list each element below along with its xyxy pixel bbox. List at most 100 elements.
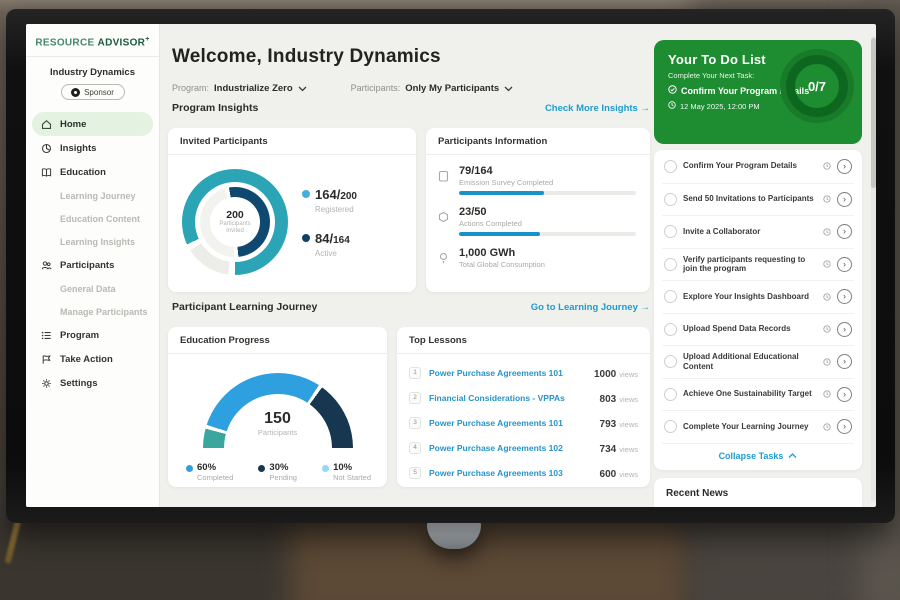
stat-progress-fill (459, 191, 545, 195)
rank-badge: 3 (409, 416, 421, 429)
lesson-row: 1 Power Purchase Agreements 101 1000 view… (409, 360, 638, 385)
todo-checkbox[interactable] (664, 159, 677, 173)
chevron-down-icon (504, 79, 513, 97)
chevron-right-button[interactable]: › (837, 321, 852, 337)
invited-donut-chart: 200 Participants Invited (182, 169, 288, 275)
invited-participants-card: Invited Participants 200 Participants Inv… (168, 128, 416, 292)
todo-checkbox[interactable] (664, 420, 677, 434)
check-circle-icon (668, 85, 677, 96)
lesson-link[interactable]: Power Purchase Agreements 103 (429, 467, 563, 478)
legend-dot-registered (302, 190, 310, 198)
lesson-link[interactable]: Financial Considerations - VPPAs (429, 392, 565, 403)
todo-checkbox[interactable] (664, 192, 677, 206)
clock-icon (823, 358, 831, 366)
sidebar-item-learning-insights[interactable]: Learning Insights (60, 236, 136, 247)
lesson-link[interactable]: Power Purchase Agreements 101 (429, 417, 563, 428)
card-title: Invited Participants (168, 128, 416, 155)
background-desk (290, 515, 690, 600)
todo-item: Send 50 Invitations to Participants › (662, 182, 854, 216)
sidebar-nav: Home Insights Education Learning Journey… (26, 110, 159, 397)
legend-dot-active (302, 234, 310, 242)
gauge-legend: 60% Completed 30% Pending 10% Not Starte… (168, 452, 387, 482)
go-to-learning-journey-link[interactable]: Go to Learning Journey → (530, 301, 651, 313)
home-icon (40, 118, 52, 130)
program-filter[interactable]: Program: Industrialize Zero (172, 79, 307, 97)
lesson-link[interactable]: Power Purchase Agreements 102 (429, 442, 563, 453)
sponsor-icon (71, 87, 81, 97)
clock-icon (823, 228, 831, 236)
todo-checkbox[interactable] (664, 387, 677, 401)
learning-journey-header: Participant Learning Journey Go to Learn… (172, 301, 650, 313)
chevron-up-icon (788, 451, 797, 461)
legend-active: 84/164 Active (302, 230, 357, 258)
chevron-right-button[interactable]: › (837, 289, 852, 305)
section-title: Program Insights (172, 102, 259, 114)
chevron-right-button[interactable]: › (837, 158, 852, 174)
arrow-right-icon: → (640, 301, 651, 313)
edu-legend-dot (186, 465, 193, 472)
take-action-icon (40, 353, 52, 365)
todo-item: Verify participants requesting to join t… (662, 247, 854, 281)
donut-center-label: 200 Participants Invited (219, 208, 251, 235)
card-title: Top Lessons (397, 327, 650, 354)
clock-icon (823, 423, 831, 431)
todo-item: Upload Additional Educational Content › (662, 345, 854, 378)
bulb-icon (438, 247, 451, 273)
monitor-bezel: RESOURCE ADVISOR+ Industry Dynamics Spon… (6, 9, 895, 523)
sidebar-item-learning-journey[interactable]: Learning Journey (60, 190, 136, 201)
chevron-right-button[interactable]: › (837, 354, 852, 370)
todo-item: Upload Spend Data Records › (662, 312, 854, 346)
rank-badge: 2 (409, 391, 421, 404)
recent-news-card: Recent News (654, 478, 862, 507)
logo-plus: + (145, 36, 150, 43)
chevron-right-button[interactable]: › (837, 419, 852, 435)
sidebar-item-insights[interactable]: Insights (32, 136, 153, 160)
todo-checkbox[interactable] (664, 290, 677, 304)
todo-item: Complete Your Learning Journey › (662, 410, 854, 443)
chevron-right-button[interactable]: › (837, 191, 852, 207)
progress-track (459, 191, 636, 195)
dashboard-screen: RESOURCE ADVISOR+ Industry Dynamics Spon… (26, 24, 876, 507)
section-title: Participant Learning Journey (172, 301, 318, 313)
chevron-right-button[interactable]: › (837, 386, 852, 402)
gauge-center-label: 150 Participants (257, 410, 298, 437)
sidebar-item-education[interactable]: Education (32, 160, 153, 184)
sidebar-item-participants[interactable]: Participants (32, 253, 153, 277)
sidebar-item-settings[interactable]: Settings (32, 371, 153, 395)
todo-checkbox[interactable] (664, 257, 677, 271)
scrollbar-track[interactable] (871, 36, 876, 502)
clock-icon (823, 293, 831, 301)
todo-checkbox[interactable] (664, 225, 677, 239)
sidebar-item-education-content[interactable]: Education Content (60, 213, 140, 224)
donut-legend: 164/200 Registered 84/164 Active (302, 186, 357, 258)
todo-checkbox[interactable] (664, 322, 677, 336)
legend-completed: 60% Completed (186, 462, 233, 482)
todo-subtitle: Complete Your Next Task: (668, 71, 755, 80)
sidebar: RESOURCE ADVISOR+ Industry Dynamics Spon… (26, 24, 160, 507)
collapse-tasks-link[interactable]: Collapse Tasks (662, 442, 854, 469)
todo-item: Explore Your Insights Dashboard › (662, 280, 854, 313)
page-title: Welcome, Industry Dynamics (172, 46, 441, 67)
lesson-row: 4 Power Purchase Agreements 102 734 views (409, 435, 638, 460)
clock-icon (668, 101, 676, 111)
rank-badge: 1 (409, 366, 421, 379)
lesson-row: 3 Power Purchase Agreements 101 793 views (409, 410, 638, 435)
sidebar-item-take-action[interactable]: Take Action (32, 347, 153, 371)
chevron-right-button[interactable]: › (837, 256, 852, 272)
logo-resource: RESOURCE (35, 37, 95, 49)
chevron-right-button[interactable]: › (837, 224, 852, 240)
todo-checkbox[interactable] (664, 355, 677, 369)
lesson-link[interactable]: Power Purchase Agreements 101 (429, 367, 563, 378)
lesson-row: 2 Financial Considerations - VPPAs 803 vi… (409, 385, 638, 410)
participants-filter[interactable]: Participants: Only My Participants (351, 79, 514, 97)
todo-item: Achieve One Sustainability Target › (662, 377, 854, 411)
rank-badge: 4 (409, 441, 421, 454)
scrollbar-thumb[interactable] (871, 38, 876, 188)
sidebar-item-manage-participants[interactable]: Manage Participants (60, 306, 148, 317)
sidebar-item-general-data[interactable]: General Data (60, 283, 116, 294)
sidebar-item-home[interactable]: Home (32, 112, 153, 137)
stat-progress-fill (459, 232, 541, 236)
sidebar-item-program[interactable]: Program (32, 323, 153, 347)
